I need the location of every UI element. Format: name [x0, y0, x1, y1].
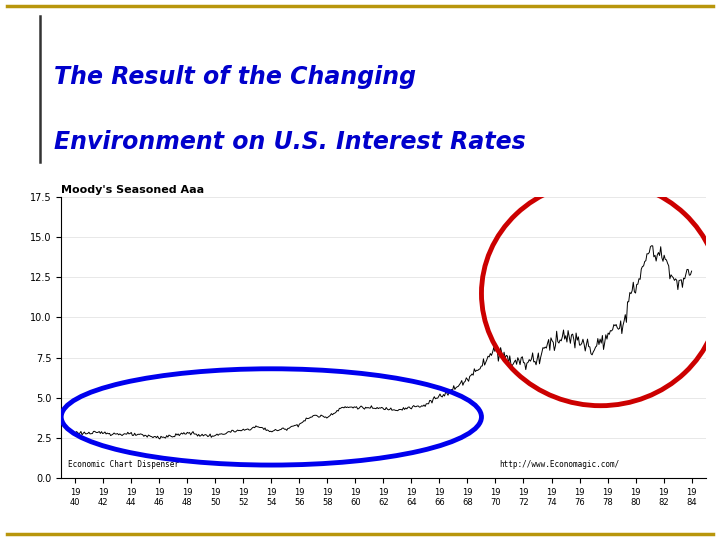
Text: Economic Chart Dispenser: Economic Chart Dispenser	[68, 460, 179, 469]
Text: The Result of the Changing: The Result of the Changing	[54, 65, 416, 89]
Text: http://www.Economagic.com/: http://www.Economagic.com/	[500, 460, 620, 469]
Text: Environment on U.S. Interest Rates: Environment on U.S. Interest Rates	[54, 130, 526, 153]
Text: Moody's Seasoned Aaa: Moody's Seasoned Aaa	[61, 185, 204, 195]
